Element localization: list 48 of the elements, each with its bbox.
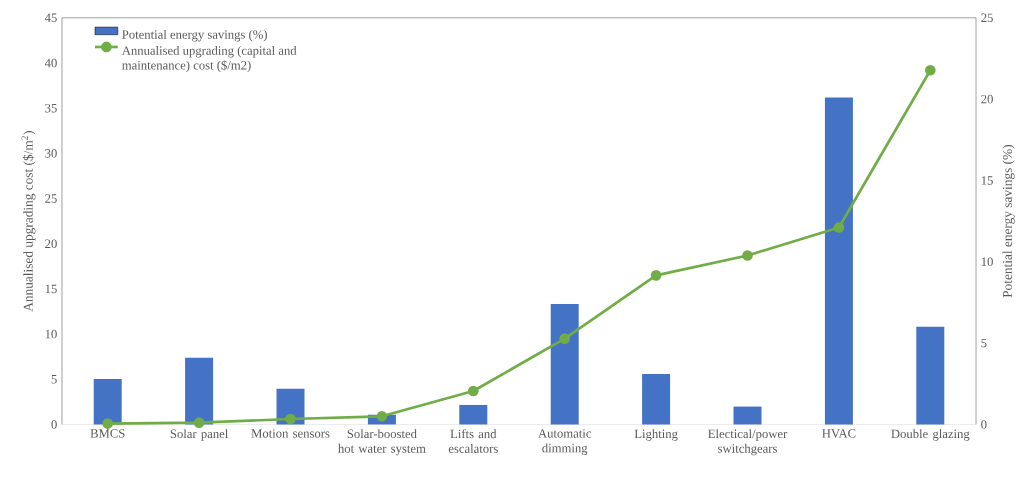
point	[467, 385, 479, 397]
bar	[459, 404, 488, 425]
y-axis-title: Annualised upgrading cost ($/m$^{2}$)	[21, 131, 36, 312]
x-tick-label: Solar-boosted hot water system	[338, 429, 426, 456]
y2-tick-label: 25	[981, 13, 993, 23]
y2-tick-label: 10	[981, 257, 993, 267]
y-tick-label: 45	[44, 13, 57, 23]
bar	[733, 406, 762, 425]
bar	[916, 326, 945, 425]
bar	[642, 374, 671, 425]
bar	[185, 357, 214, 425]
x-tick-label: HVAC	[822, 429, 856, 438]
legend-label: Annualised upgrading (capital and maintenance) cost ($/m2)	[121, 45, 297, 73]
x-tick-label: Lifts and escalators	[448, 429, 498, 453]
y2-tick-label: 20	[981, 94, 993, 104]
point	[376, 410, 388, 422]
y-tick-label: 10	[45, 329, 57, 339]
y2-axis-title: Potential energy savings (%)	[1002, 145, 1015, 298]
x-tick-label: Motion sensors	[251, 429, 330, 438]
y-tick-label: 20	[45, 239, 57, 248]
y2-tick-label: 5	[981, 338, 987, 348]
point	[742, 250, 753, 261]
y-tick-label: 0	[51, 420, 57, 429]
point	[650, 270, 662, 281]
legend-label: Potential energy savings (%)	[122, 29, 267, 42]
bar	[93, 378, 122, 425]
y-tick-label: 5	[51, 375, 57, 384]
point	[285, 413, 296, 425]
x-tick-label: Solar panel	[170, 429, 229, 441]
point	[833, 222, 845, 233]
x-tick-label: Electical/power switchgears	[708, 429, 788, 456]
point	[924, 64, 936, 76]
y2-tick-label: 15	[981, 176, 993, 185]
y-tick-label: 30	[45, 149, 57, 158]
y-tick-label: 25	[45, 194, 57, 203]
bar	[824, 97, 853, 425]
x-tick-label: Double glazing	[891, 429, 970, 441]
y-tick-label: 15	[45, 284, 57, 294]
x-tick-label: Lighting	[634, 429, 678, 441]
y2-tick-label: 0	[981, 420, 987, 429]
x-tick-label: BMCS	[90, 429, 125, 438]
y-tick-label: 35	[45, 103, 57, 113]
x-tick-label: Automatic dimming	[538, 429, 592, 455]
point	[559, 333, 571, 344]
point	[102, 418, 114, 429]
point	[193, 417, 205, 428]
y-tick-label: 40	[44, 58, 57, 68]
bar	[550, 304, 579, 425]
